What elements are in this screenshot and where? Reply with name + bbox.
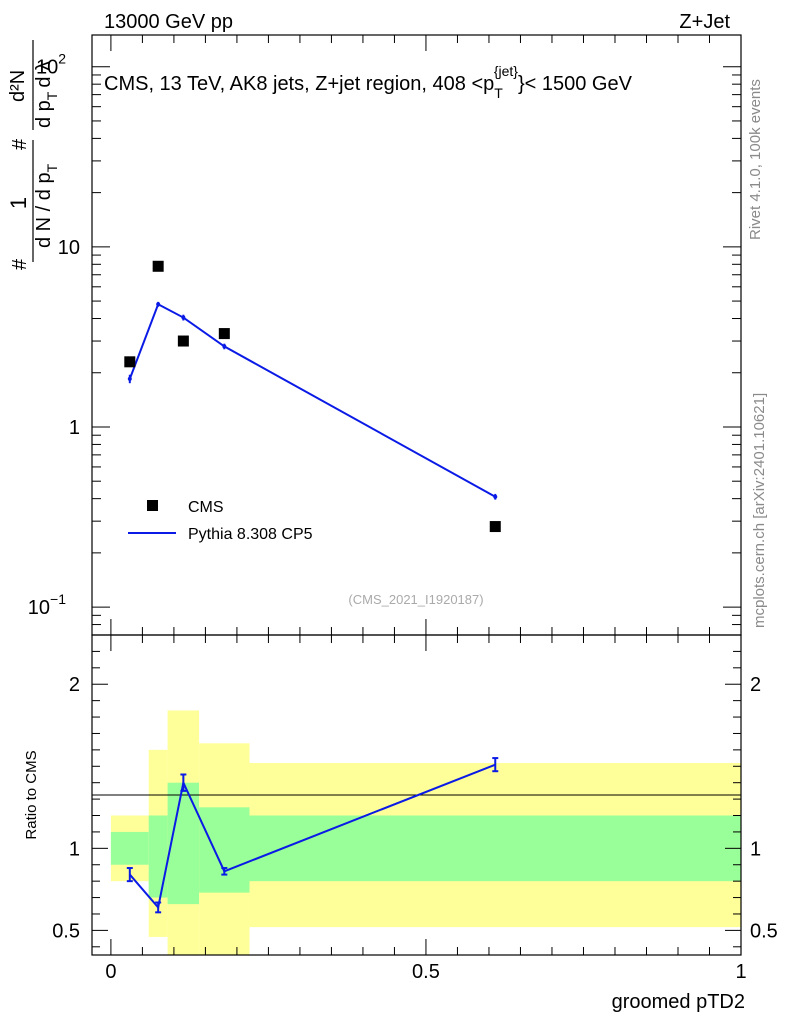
ratio-y-tick-label: 2 [69, 674, 80, 696]
mcplots-note: mcplots.cern.ch [arXiv:2401.10621] [751, 393, 768, 628]
ratio-series [126, 757, 499, 914]
legend-cms-label: CMS [188, 499, 224, 516]
mc-point [127, 376, 132, 381]
main-series [124, 260, 501, 533]
main-y-tick-exp: 2 [58, 51, 66, 67]
header-process: Z+Jet [679, 11, 730, 33]
mc-line [128, 302, 496, 498]
x-tick-label: 1 [735, 961, 746, 983]
mc-point [493, 494, 498, 499]
mc-point [181, 315, 186, 320]
header-energy: 13000 GeV pp [104, 11, 233, 33]
ratio-y-ticks: 0.5 0.5 1 1 2 2 [52, 650, 778, 948]
ylabel-dl: d λ [33, 61, 55, 88]
legend-mc-label: Pythia 8.308 CP5 [188, 526, 313, 543]
main-ylabel: # 1 d N / d pT # d²N d pTd λ [6, 40, 60, 270]
main-y-tick-label: 1 [69, 417, 80, 439]
ratio-y-tick-label: 0.5 [52, 920, 80, 942]
ylabel-d2N: d²N [7, 70, 29, 102]
band-inner [249, 815, 741, 882]
ratio-y-tick-label-right: 1 [750, 838, 761, 860]
main-y-tick-label: 102 [36, 51, 66, 79]
ylabel-hash1: # [9, 258, 31, 270]
rivet-note: Rivet 4.1.0, 100k events [747, 79, 764, 240]
ylabel-hash2: # [9, 138, 31, 150]
ylabel-dN: d N / d pT [33, 163, 60, 248]
ratio-frame [91, 634, 742, 956]
x-tick-label: 0.5 [412, 961, 440, 983]
analysis-id: (CMS_2021_I1920187) [348, 592, 483, 607]
title-sub: T [494, 85, 503, 101]
ylabel-dpT: d pTd λ [33, 61, 60, 128]
band-inner [110, 831, 149, 865]
cms-point [124, 356, 136, 368]
band-inner [148, 815, 168, 898]
title-sup: {jet} [494, 63, 518, 79]
xlabel: groomed pTD2 [612, 991, 745, 1013]
ylabel-dpT-text: d p [33, 100, 55, 128]
mc-point [222, 344, 227, 349]
main-y-tick-label: 10−1 [28, 591, 66, 619]
cms-point [152, 260, 164, 272]
main-y-tick-exp: −1 [50, 591, 66, 607]
ratio-y-tick-label-right: 2 [750, 674, 761, 696]
ratio-panel: 0.5 0.51 12 2 0 0.5 1 Ratio to CMS groomed pT… [23, 634, 778, 1013]
ratio-x-ticks: 0 0.5 1 [105, 635, 747, 983]
title-prefix: CMS, 13 TeV, AK8 jets, Z+jet region, 408… [104, 73, 494, 95]
main-x-ticks [110, 35, 742, 635]
main-y-tick-base: 10 [58, 237, 80, 259]
ylabel-dN-text: d N / d p [33, 172, 55, 248]
main-y-tick-base: 10 [36, 57, 58, 79]
ratio-ylabel: Ratio to CMS [23, 750, 40, 839]
ylabel-T2: T [44, 91, 60, 100]
mc-point [156, 302, 161, 307]
cms-point [177, 335, 189, 347]
main-y-tick-base: 1 [69, 417, 80, 439]
title-suffix: }< 1500 GeV [518, 73, 633, 95]
plot-title: CMS, 13 TeV, AK8 jets, Z+jet region, 408… [104, 63, 633, 101]
x-tick-label: 0 [105, 961, 116, 983]
ratio-y-tick-label-right: 0.5 [750, 920, 778, 942]
cms-point [489, 521, 501, 533]
ylabel-one: 1 [6, 197, 31, 209]
band-inner [199, 807, 250, 893]
main-y-tick-label: 10 [58, 237, 80, 259]
band-inner [167, 782, 200, 905]
legend: CMS Pythia 8.308 CP5 [128, 499, 313, 543]
ratio-y-tick-label: 1 [69, 838, 80, 860]
main-y-tick-base: 10 [28, 597, 50, 619]
main-frame [91, 34, 742, 636]
cms-point [218, 328, 230, 340]
ylabel-T1: T [44, 163, 60, 172]
legend-cms-marker [147, 500, 158, 511]
